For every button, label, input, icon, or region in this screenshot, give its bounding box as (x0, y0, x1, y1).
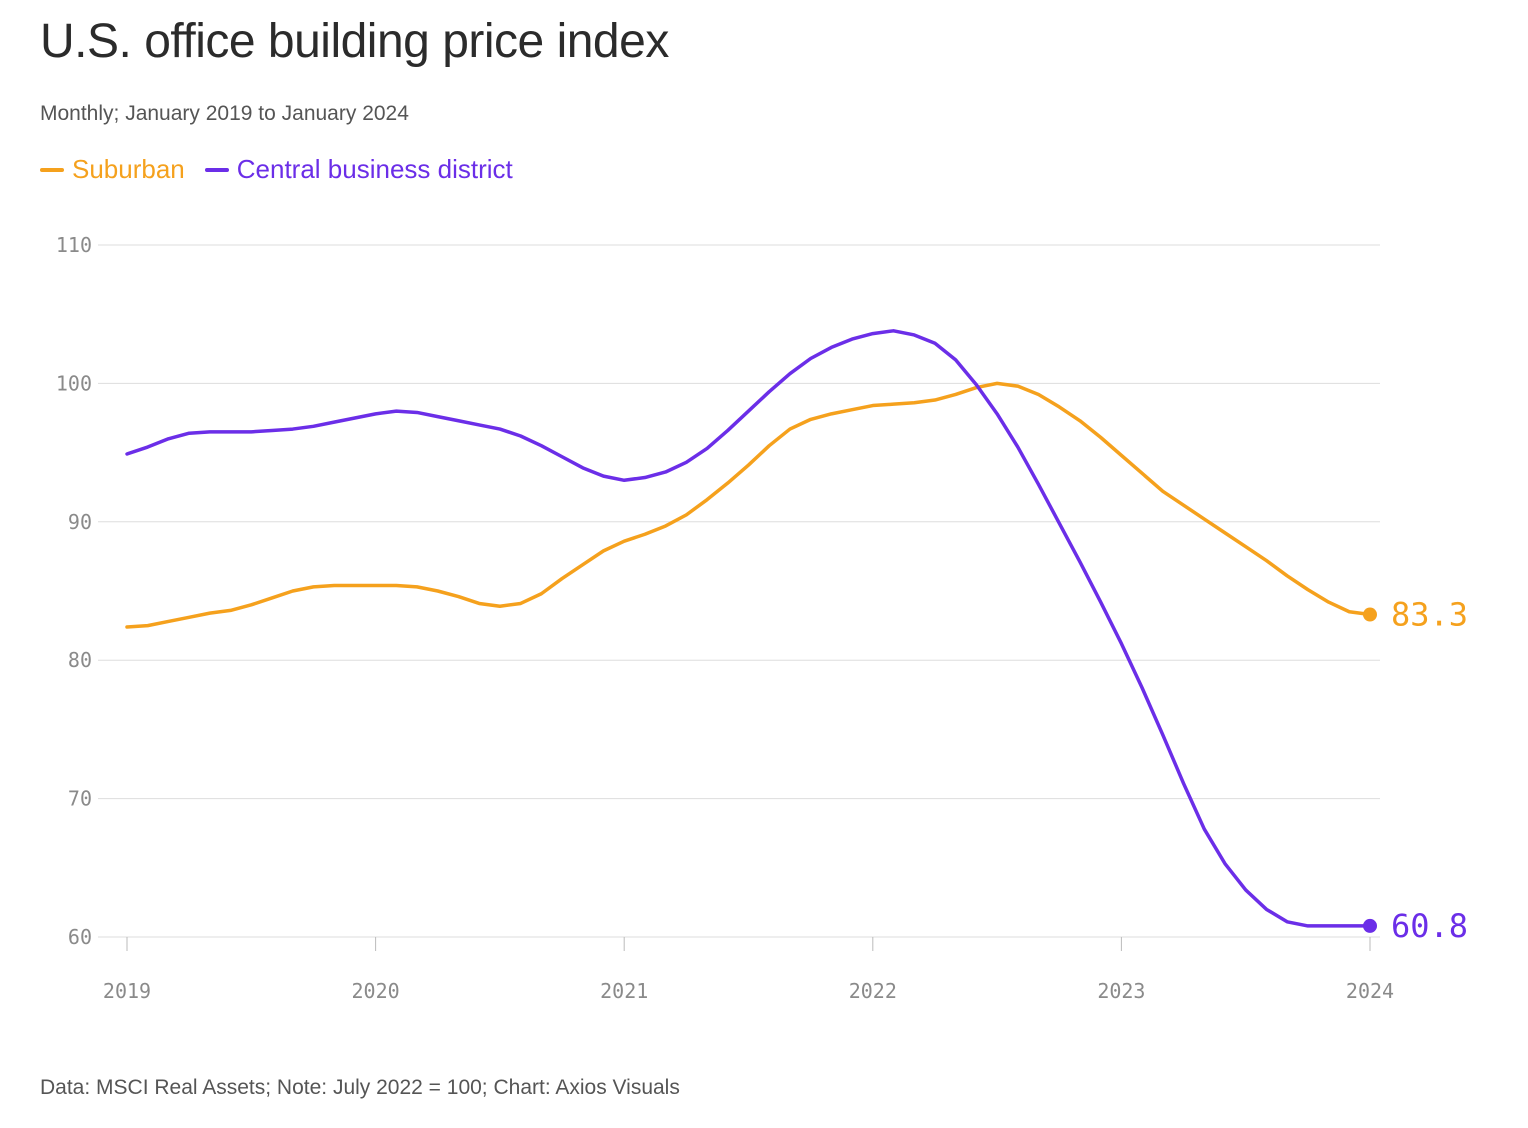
legend-item-suburban: Suburban (40, 154, 185, 185)
legend-label-suburban: Suburban (72, 154, 185, 184)
chart-subtitle: Monthly; January 2019 to January 2024 (40, 102, 409, 125)
chart-footer: Data: MSCI Real Assets; Note: July 2022 … (40, 1076, 680, 1099)
y-tick-label: 90 (68, 510, 92, 534)
series-line-cbd (125, 329, 1372, 928)
y-tick-label: 100 (56, 371, 92, 395)
y-tick-label: 70 (68, 787, 92, 811)
legend-label-cbd: Central business district (236, 154, 513, 184)
x-tick-label: 2024 (1346, 979, 1394, 1003)
end-point-cbd (1363, 918, 1377, 933)
chart-title: U.S. office building price index (40, 15, 669, 68)
end-label-cbd: 60.8 (1391, 907, 1468, 945)
x-tick-label: 2023 (1097, 979, 1145, 1003)
series-line-suburban (125, 381, 1372, 629)
legend: Suburban Central business district (40, 154, 513, 185)
legend-item-cbd: Central business district (204, 154, 513, 185)
x-tick-label: 2019 (103, 979, 151, 1003)
x-tick-label: 2022 (849, 979, 897, 1003)
x-tick-label: 2021 (600, 979, 648, 1003)
legend-swatch-cbd (204, 167, 229, 172)
end-point-suburban (1363, 607, 1377, 622)
y-tick-label: 80 (68, 648, 92, 672)
legend-swatch-suburban (40, 167, 64, 172)
y-tick-label: 110 (56, 233, 92, 257)
end-label-suburban: 83.3 (1391, 596, 1468, 634)
x-tick-label: 2020 (352, 979, 400, 1003)
y-tick-label: 60 (68, 925, 92, 949)
